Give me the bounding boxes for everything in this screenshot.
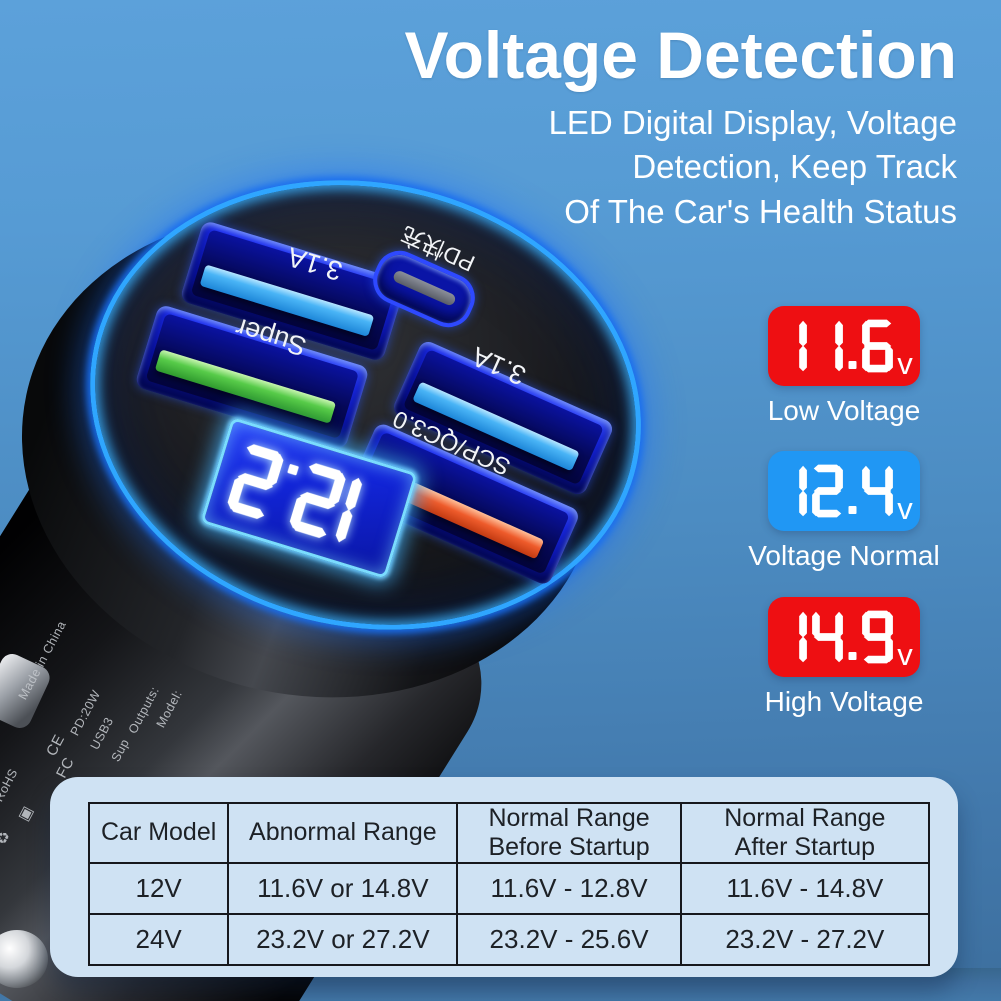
seven-segment-value <box>775 317 894 375</box>
led-voltage-display <box>200 417 418 579</box>
voltage-unit: v <box>897 491 913 526</box>
table-row-12v: 12V 11.6V or 14.8V 11.6V - 12.8V 11.6V -… <box>87 861 931 915</box>
voltage-label-low: Low Voltage <box>767 395 921 426</box>
cell-car-model: 24V <box>87 912 230 966</box>
col-header-abnormal-range: Abnormal Range <box>227 802 459 864</box>
seven-segment-value <box>775 608 894 666</box>
cell-normal-after: 11.6V - 14.8V <box>679 861 931 915</box>
col-header-car-model: Car Model <box>87 802 230 864</box>
cell-normal-before: 23.2V - 25.6V <box>456 912 682 966</box>
subtitle-line-2: Detection, Keep Track <box>632 148 957 186</box>
led-reading <box>223 439 395 558</box>
voltage-range-table: Car Model Abnormal Range Normal Range Be… <box>87 802 931 966</box>
cell-normal-after: 23.2V - 27.2V <box>679 912 931 966</box>
headline: Voltage Detection LED Digital Display, V… <box>404 18 957 234</box>
cell-abnormal: 11.6V or 14.8V <box>227 861 459 915</box>
table-header-row: Car Model Abnormal Range Normal Range Be… <box>87 802 931 864</box>
seven-segment-value <box>775 462 894 520</box>
voltage-table-panel: Car Model Abnormal Range Normal Range Be… <box>50 777 958 977</box>
voltage-indicator-normal: v Voltage Normal <box>748 451 940 572</box>
page-subtitle: LED Digital Display, Voltage Detection, … <box>404 101 957 234</box>
cell-abnormal: 23.2V or 27.2V <box>227 912 459 966</box>
usb-c-pin <box>391 269 457 307</box>
voltage-unit: v <box>897 346 913 381</box>
voltage-badge-high: v <box>768 597 920 677</box>
cell-normal-before: 11.6V - 12.8V <box>456 861 682 915</box>
voltage-badge-normal: v <box>768 451 920 531</box>
voltage-label-normal: Voltage Normal <box>748 540 940 571</box>
voltage-unit: v <box>897 637 913 672</box>
subtitle-line-1: LED Digital Display, Voltage <box>548 104 957 142</box>
subtitle-line-3: Of The Car's Health Status <box>564 192 957 230</box>
cell-car-model: 12V <box>87 861 230 915</box>
voltage-indicator-high: v High Voltage <box>765 597 923 718</box>
voltage-label-high: High Voltage <box>764 686 924 717</box>
col-header-normal-before: Normal Range Before Startup <box>456 802 682 864</box>
table-row-24v: 24V 23.2V or 27.2V 23.2V - 25.6V 23.2V -… <box>87 912 931 966</box>
charger-metal-tip <box>0 930 48 988</box>
page-title: Voltage Detection <box>404 18 957 92</box>
voltage-badge-low: v <box>768 306 920 386</box>
col-header-normal-after: Normal Range After Startup <box>679 802 931 864</box>
voltage-indicator-low: v Low Voltage <box>768 306 920 427</box>
